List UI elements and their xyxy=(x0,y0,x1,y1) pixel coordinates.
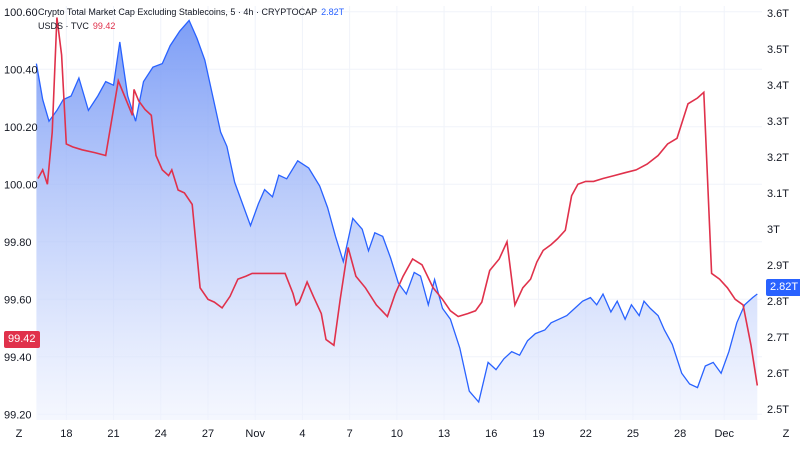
right-tick-label: 3.1T xyxy=(767,188,789,200)
x-tick-label: 16 xyxy=(485,428,497,440)
left-axis: 100.60 100.40 100.20 100.00 99.80 99.60 99.40 9… xyxy=(4,7,38,422)
left-tick-label: 100.60 xyxy=(4,7,38,19)
left-tick-label: 99.20 xyxy=(4,409,32,421)
x-tick-label: 25 xyxy=(627,428,639,440)
right-tick-label: 2.6T xyxy=(767,368,789,380)
legend-series-2-value: 99.42 xyxy=(92,21,116,31)
legend-series-2-label: USDS · TVC xyxy=(38,21,89,31)
legend-series-1-value: 2.82T xyxy=(321,7,345,17)
right-axis: 3.6T 3.5T 3.4T 3.3T 3.2T 3.1T 3T 2.9T 2.8T 2.7T 2.… xyxy=(767,8,789,416)
x-tick-label: 21 xyxy=(107,428,119,440)
x-tick-label: 18 xyxy=(60,428,72,440)
usds-line xyxy=(37,17,759,386)
x-tick-label: Z xyxy=(16,428,23,440)
x-tick-label: 10 xyxy=(391,428,403,440)
left-tick-label: 100.00 xyxy=(4,179,38,191)
market-cap-area xyxy=(36,20,758,421)
market-cap-price-badge: 2.82T xyxy=(766,279,800,296)
right-tick-label: 3.5T xyxy=(767,44,789,56)
legend-series-1: Crypto Total Market Cap Excluding Stable… xyxy=(38,7,344,17)
right-tick-label: 3.4T xyxy=(767,80,789,92)
x-tick-label: Dec xyxy=(714,428,734,440)
x-tick-label: 13 xyxy=(438,428,450,440)
left-tick-label: 99.60 xyxy=(4,294,32,306)
x-tick-label: 24 xyxy=(155,428,167,440)
right-tick-label: 3.2T xyxy=(767,152,789,164)
right-tick-label: 2.7T xyxy=(767,332,789,344)
right-tick-label: 3T xyxy=(767,224,780,236)
left-tick-label: 99.80 xyxy=(4,237,32,249)
right-tick-label: 3.3T xyxy=(767,116,789,128)
market-cap-line xyxy=(35,19,758,404)
right-tick-label: 2.5T xyxy=(767,404,789,416)
x-tick-label: Z xyxy=(783,428,790,440)
right-tick-label: 3.6T xyxy=(767,8,789,20)
x-axis: Z 18 21 24 27 Nov 4 7 10 13 16 19 22 25 28 Dec Z xyxy=(16,428,790,440)
left-tick-label: 100.20 xyxy=(4,122,38,134)
right-tick-label: 2.9T xyxy=(767,260,789,272)
x-tick-label: Nov xyxy=(245,428,265,440)
x-tick-label: 22 xyxy=(580,428,592,440)
legend-series-1-label: Crypto Total Market Cap Excluding Stable… xyxy=(38,7,318,17)
left-tick-label: 100.40 xyxy=(4,64,38,76)
x-tick-label: 4 xyxy=(299,428,305,440)
right-tick-label: 2.8T xyxy=(767,296,789,308)
x-tick-label: 27 xyxy=(202,428,214,440)
left-tick-label: 99.40 xyxy=(4,352,32,364)
legend-series-2: USDS · TVC 99.42 xyxy=(38,21,115,31)
x-tick-label: 28 xyxy=(674,428,686,440)
x-tick-label: 19 xyxy=(532,428,544,440)
usds-price-badge: 99.42 xyxy=(4,331,40,348)
x-tick-label: 7 xyxy=(347,428,353,440)
